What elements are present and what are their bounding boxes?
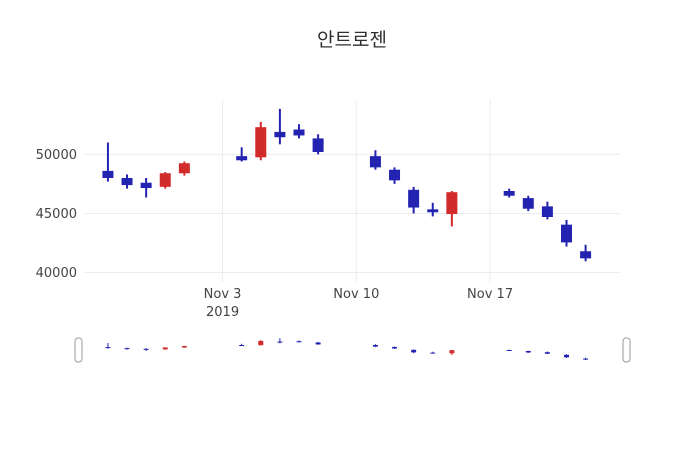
x-tick-label: Nov 17: [467, 287, 513, 302]
x-tick-label: Nov 3: [204, 287, 242, 302]
mini-candle-body: [143, 348, 149, 350]
candle-body: [561, 224, 572, 243]
y-tick-label: 45000: [36, 207, 77, 222]
candle-body: [236, 156, 248, 161]
candle-body: [580, 251, 592, 259]
mini-candle-body: [544, 352, 550, 354]
mini-candle-body: [564, 354, 569, 358]
mini-candle-body: [506, 350, 512, 351]
candle-up[interactable]: [255, 121, 267, 161]
plot-area[interactable]: [85, 100, 620, 282]
candle-down[interactable]: [102, 142, 114, 182]
candle-down[interactable]: [408, 186, 420, 214]
candle-up[interactable]: [178, 161, 190, 176]
candles-layer: [102, 108, 592, 262]
y-axis-ticks: 50000 45000 40000: [36, 148, 77, 281]
candle-up[interactable]: [159, 172, 171, 189]
y-tick-label: 50000: [36, 148, 77, 163]
candle-down[interactable]: [541, 201, 553, 220]
mini-candle-body: [372, 345, 378, 347]
candle-body: [312, 138, 324, 152]
mini-candle-body: [296, 341, 302, 343]
mini-candle-body: [449, 350, 455, 354]
x-axis-ticks: Nov 3 2019 Nov 10 Nov 17: [204, 287, 513, 320]
candle-body: [446, 192, 458, 215]
candle-body: [503, 191, 515, 196]
x-tick-label: Nov 10: [333, 287, 379, 302]
candle-body: [140, 182, 152, 189]
mini-candle-body: [239, 345, 245, 347]
candle-down[interactable]: [503, 188, 515, 198]
candle-body: [427, 209, 439, 213]
candle-down[interactable]: [236, 147, 248, 162]
candle-down[interactable]: [580, 244, 592, 262]
candle-down[interactable]: [140, 178, 152, 198]
candle-body: [408, 189, 420, 208]
mini-candle-body: [430, 352, 436, 354]
mini-candle-body: [124, 348, 130, 350]
rangeslider[interactable]: [73, 331, 632, 369]
mini-candle-body: [162, 347, 168, 350]
mini-candle-body: [583, 358, 589, 360]
chart-title: 안트로젠: [317, 29, 387, 51]
mini-candle-body: [392, 346, 398, 349]
candle-down[interactable]: [121, 174, 133, 189]
mini-candle-body: [315, 342, 321, 345]
candle-down[interactable]: [522, 195, 534, 212]
mini-candle-body: [411, 349, 417, 353]
candle-body: [541, 206, 553, 217]
candle-down[interactable]: [389, 167, 401, 184]
candle-body: [121, 178, 133, 186]
x-tick-sublabel: 2019: [206, 305, 239, 320]
gridlines: [85, 100, 620, 282]
candle-down[interactable]: [293, 124, 305, 139]
candle-body: [255, 127, 267, 158]
candle-body: [274, 131, 286, 138]
mini-candle-body: [277, 341, 283, 343]
candle-body: [178, 163, 190, 174]
candle-body: [369, 156, 381, 168]
candle-body: [389, 169, 401, 181]
candle-up[interactable]: [446, 191, 458, 227]
mini-candle-body: [105, 347, 111, 349]
candle-down[interactable]: [274, 108, 286, 145]
candle-body: [102, 170, 114, 178]
candle-body: [159, 173, 171, 187]
rangeslider-handle-left[interactable]: [74, 337, 83, 363]
candle-down[interactable]: [427, 202, 439, 217]
mini-candle-body: [258, 340, 264, 346]
rangeslider-track[interactable]: [73, 331, 632, 369]
candle-down[interactable]: [561, 219, 572, 247]
candle-down[interactable]: [369, 150, 381, 170]
mini-candle-body: [181, 346, 187, 348]
rangeslider-handle-right[interactable]: [622, 337, 631, 363]
mini-candle-body: [525, 351, 531, 353]
candle-body: [522, 198, 534, 209]
y-tick-label: 40000: [36, 266, 77, 281]
candle-body: [293, 129, 305, 136]
candle-down[interactable]: [312, 134, 324, 155]
